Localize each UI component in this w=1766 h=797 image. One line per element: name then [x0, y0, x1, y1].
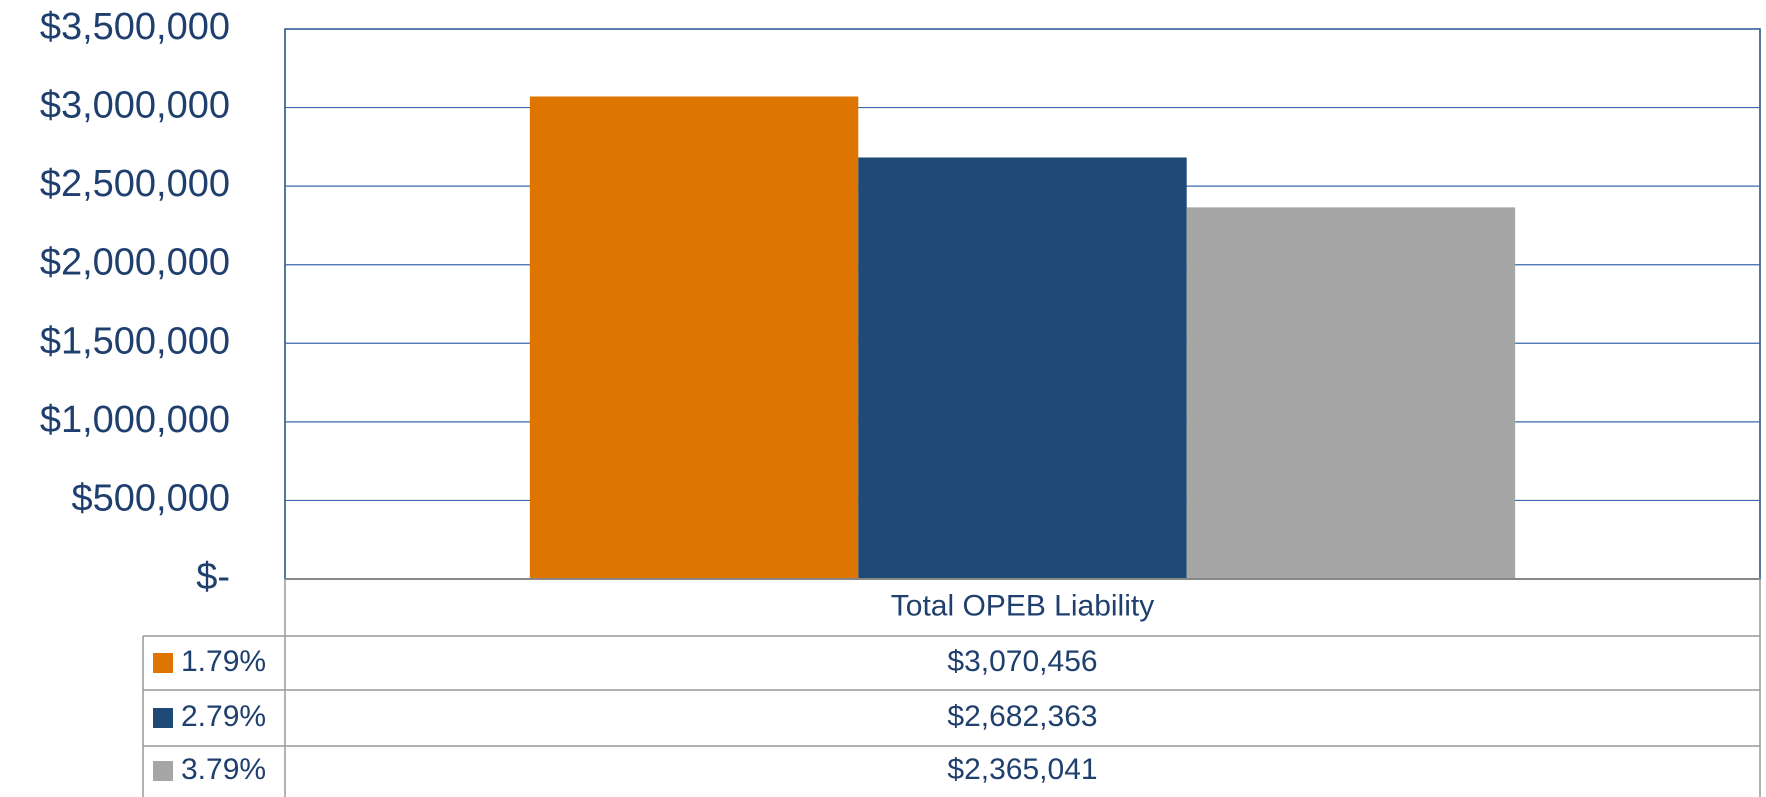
- y-tick-label: $2,500,000: [40, 163, 230, 205]
- data-label: $2,365,041: [947, 753, 1097, 786]
- y-tick-label: $500,000: [72, 477, 231, 519]
- legend-swatch: [153, 708, 173, 728]
- bar: [529, 96, 859, 580]
- bar: [1186, 207, 1516, 579]
- y-tick-label: $2,000,000: [40, 242, 230, 284]
- legend-label: 2.79%: [181, 700, 266, 733]
- data-label: $3,070,456: [947, 645, 1097, 678]
- legend-label: 3.79%: [181, 753, 266, 786]
- y-tick-label: $1,500,000: [40, 320, 230, 362]
- y-tick-label: $1,000,000: [40, 399, 230, 441]
- y-tick-label: $-: [196, 556, 230, 598]
- legend-swatch: [153, 653, 173, 673]
- legend-swatch: [153, 761, 173, 781]
- y-tick-label: $3,500,000: [40, 6, 230, 48]
- data-label: $2,682,363: [947, 700, 1097, 733]
- y-tick-label: $3,000,000: [40, 85, 230, 127]
- bar: [858, 157, 1187, 579]
- x-tick-label: Total OPEB Liability: [891, 589, 1154, 622]
- legend-label: 1.79%: [181, 645, 266, 678]
